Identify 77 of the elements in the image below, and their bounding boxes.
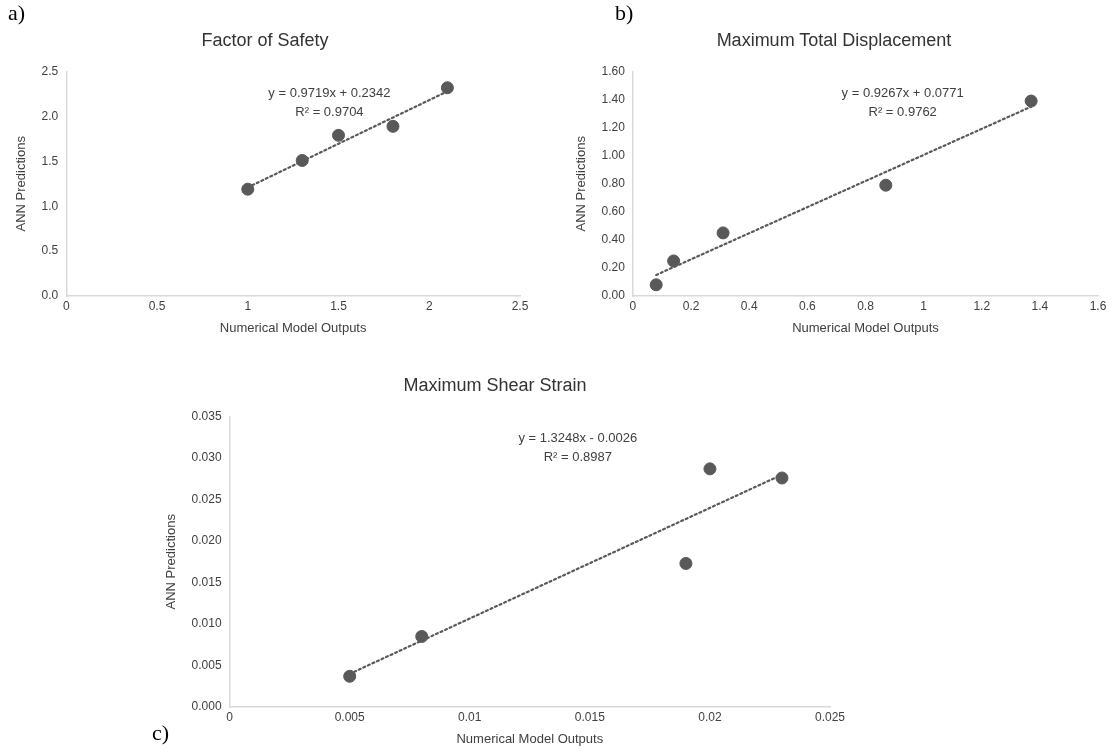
x-tick-label: 1.5 bbox=[330, 298, 348, 313]
x-tick-label: 1.6 bbox=[1089, 298, 1107, 313]
y-tick-label: 0.020 bbox=[191, 533, 222, 548]
point bbox=[386, 119, 400, 133]
point bbox=[343, 669, 357, 683]
text: a) bbox=[8, 0, 26, 26]
point bbox=[667, 254, 681, 268]
x-tick-label: 0 bbox=[226, 709, 234, 724]
point bbox=[716, 226, 730, 240]
point bbox=[241, 182, 255, 196]
x-tick-label: 0 bbox=[629, 298, 637, 313]
y-tick-label: 0.030 bbox=[191, 450, 222, 465]
point bbox=[879, 178, 893, 192]
y-tick-label: 0.035 bbox=[191, 408, 222, 423]
chart-title: Maximum Total Displacement bbox=[716, 29, 952, 50]
y-tick-label: 1.5 bbox=[41, 153, 59, 168]
y-tick-label: 0.40 bbox=[601, 232, 626, 247]
y-tick-label: 0.000 bbox=[191, 699, 222, 714]
y-tick-label: 0.00 bbox=[601, 288, 626, 303]
y-tick-label: 0.5 bbox=[41, 243, 59, 258]
x-tick-label: 1 bbox=[244, 298, 252, 313]
text: b) bbox=[615, 0, 634, 26]
x-tick-label: 0.5 bbox=[148, 298, 166, 313]
x-tick-label: 0.005 bbox=[334, 709, 366, 724]
y-tick-label: 1.20 bbox=[601, 120, 626, 135]
y-tick-label: 1.40 bbox=[601, 91, 626, 106]
x-axis-title: Numerical Model Outputs bbox=[456, 730, 604, 746]
x-tick-label: 0.6 bbox=[799, 298, 817, 313]
annotation: y = 1.3248x - 0.0026 bbox=[518, 430, 638, 446]
x-tick-label: 0.2 bbox=[682, 298, 700, 313]
point bbox=[703, 462, 717, 476]
point bbox=[295, 153, 309, 167]
x-tick-label: 2.5 bbox=[511, 298, 529, 313]
annotation: y = 0.9719x + 0.2342 bbox=[268, 85, 391, 101]
point bbox=[1024, 94, 1038, 108]
x-tick-label: 0.015 bbox=[574, 709, 606, 724]
annotation: R² = 0.9704 bbox=[295, 104, 364, 120]
annotation: R² = 0.9762 bbox=[868, 104, 937, 120]
y-axis-title: ANN Predictions bbox=[573, 135, 589, 232]
point bbox=[332, 128, 346, 142]
x-tick-label: 2 bbox=[425, 298, 433, 313]
y-tick-label: 0.025 bbox=[191, 491, 222, 506]
x-axis-title: Numerical Model Outputs bbox=[219, 319, 367, 335]
y-tick-label: 0.20 bbox=[601, 260, 626, 275]
x-tick-label: 0.01 bbox=[458, 709, 482, 724]
y-tick-label: 0.60 bbox=[601, 204, 626, 219]
y-tick-label: 0.0 bbox=[41, 288, 59, 303]
annotation: R² = 0.8987 bbox=[543, 449, 612, 465]
x-tick-label: 0.4 bbox=[740, 298, 758, 313]
y-tick-label: 1.00 bbox=[601, 148, 626, 163]
x-tick-label: 1 bbox=[920, 298, 928, 313]
y-tick-label: 1.60 bbox=[601, 63, 626, 78]
x-tick-label: 1.2 bbox=[973, 298, 991, 313]
point bbox=[440, 81, 454, 95]
point bbox=[649, 278, 663, 292]
y-tick-label: 0.010 bbox=[191, 616, 222, 631]
x-tick-label: 0.8 bbox=[857, 298, 875, 313]
point bbox=[775, 471, 789, 485]
x-axis-title: Numerical Model Outputs bbox=[792, 319, 940, 335]
point bbox=[679, 556, 693, 570]
y-tick-label: 0.015 bbox=[191, 574, 222, 589]
chart-title: Factor of Safety bbox=[201, 29, 329, 50]
y-tick-label: 0.80 bbox=[601, 176, 626, 191]
x-tick-label: 0.02 bbox=[698, 709, 722, 724]
x-tick-label: 0.025 bbox=[814, 709, 846, 724]
x-tick-label: 0 bbox=[62, 298, 70, 313]
y-tick-label: 2.5 bbox=[41, 63, 59, 78]
y-tick-label: 2.0 bbox=[41, 108, 59, 123]
y-tick-label: 0.005 bbox=[191, 657, 222, 672]
y-axis-title: ANN Predictions bbox=[163, 513, 179, 610]
annotation: y = 0.9267x + 0.0771 bbox=[841, 85, 964, 101]
text: c) bbox=[152, 720, 170, 746]
x-tick-label: 1.4 bbox=[1031, 298, 1049, 313]
y-tick-label: 1.0 bbox=[41, 198, 59, 213]
y-axis-title: ANN Predictions bbox=[13, 135, 29, 232]
point bbox=[415, 629, 429, 643]
chart-title: Maximum Shear Strain bbox=[403, 374, 587, 395]
